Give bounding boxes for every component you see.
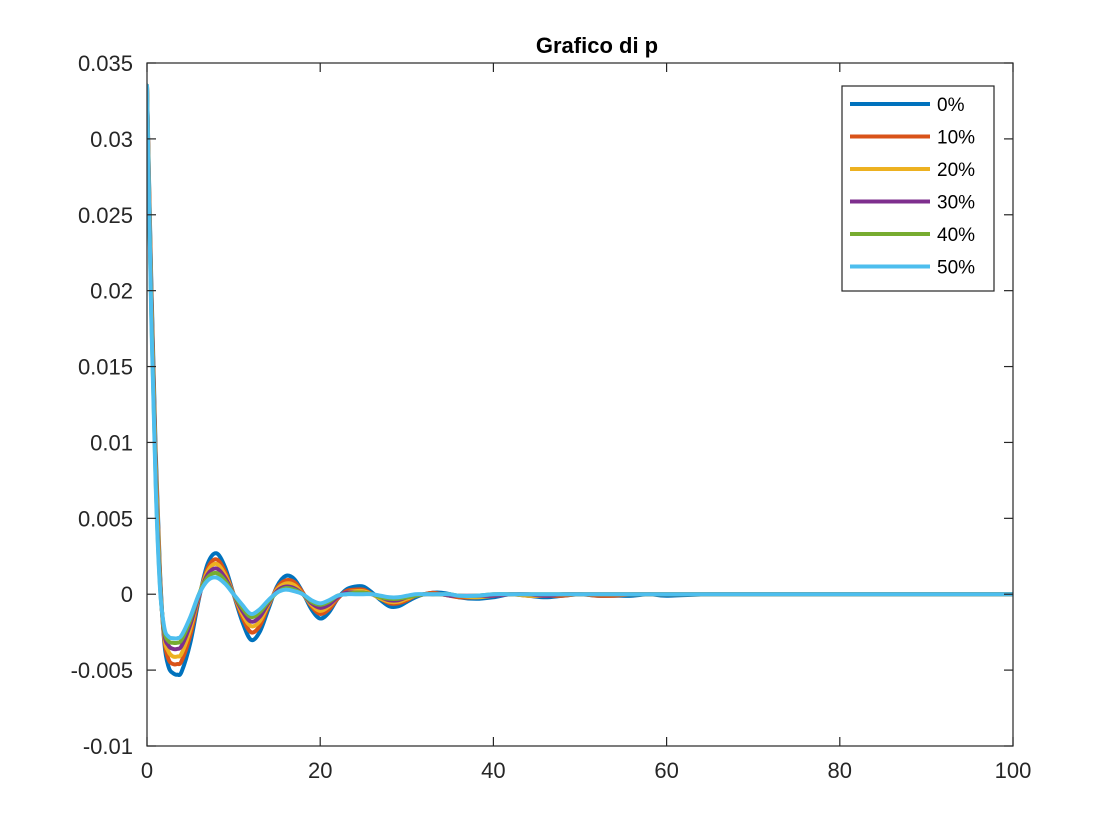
x-tick-label: 40 — [481, 758, 505, 783]
y-tick-label: 0.03 — [90, 127, 133, 152]
y-tick-label: -0.005 — [71, 658, 133, 683]
legend-box — [841, 85, 995, 292]
plot-frame — [146, 62, 1014, 747]
chart-title: Grafico di p — [536, 33, 658, 58]
legend-label: 40% — [937, 225, 975, 246]
legend-label: 10% — [937, 128, 975, 149]
x-tick-label: 60 — [654, 758, 678, 783]
x-tick-label: 100 — [995, 758, 1032, 783]
y-tick-label: 0.025 — [78, 203, 133, 228]
y-tick-label: -0.01 — [83, 734, 133, 759]
y-tick-label: 0 — [121, 582, 133, 607]
legend-label: 20% — [937, 160, 975, 181]
y-tick-label: 0.01 — [90, 430, 133, 455]
y-tick-label: 0.005 — [78, 506, 133, 531]
legend-label: 0% — [937, 95, 965, 116]
y-tick-label: 0.015 — [78, 355, 133, 380]
legend-label: 50% — [937, 258, 975, 279]
y-tick-label: 0.035 — [78, 51, 133, 76]
x-tick-label: 20 — [308, 758, 332, 783]
x-tick-label: 0 — [141, 758, 153, 783]
x-tick-label: 80 — [828, 758, 852, 783]
y-tick-label: 0.02 — [90, 279, 133, 304]
series-line-5 — [147, 83, 1013, 641]
legend-label: 30% — [937, 193, 975, 214]
